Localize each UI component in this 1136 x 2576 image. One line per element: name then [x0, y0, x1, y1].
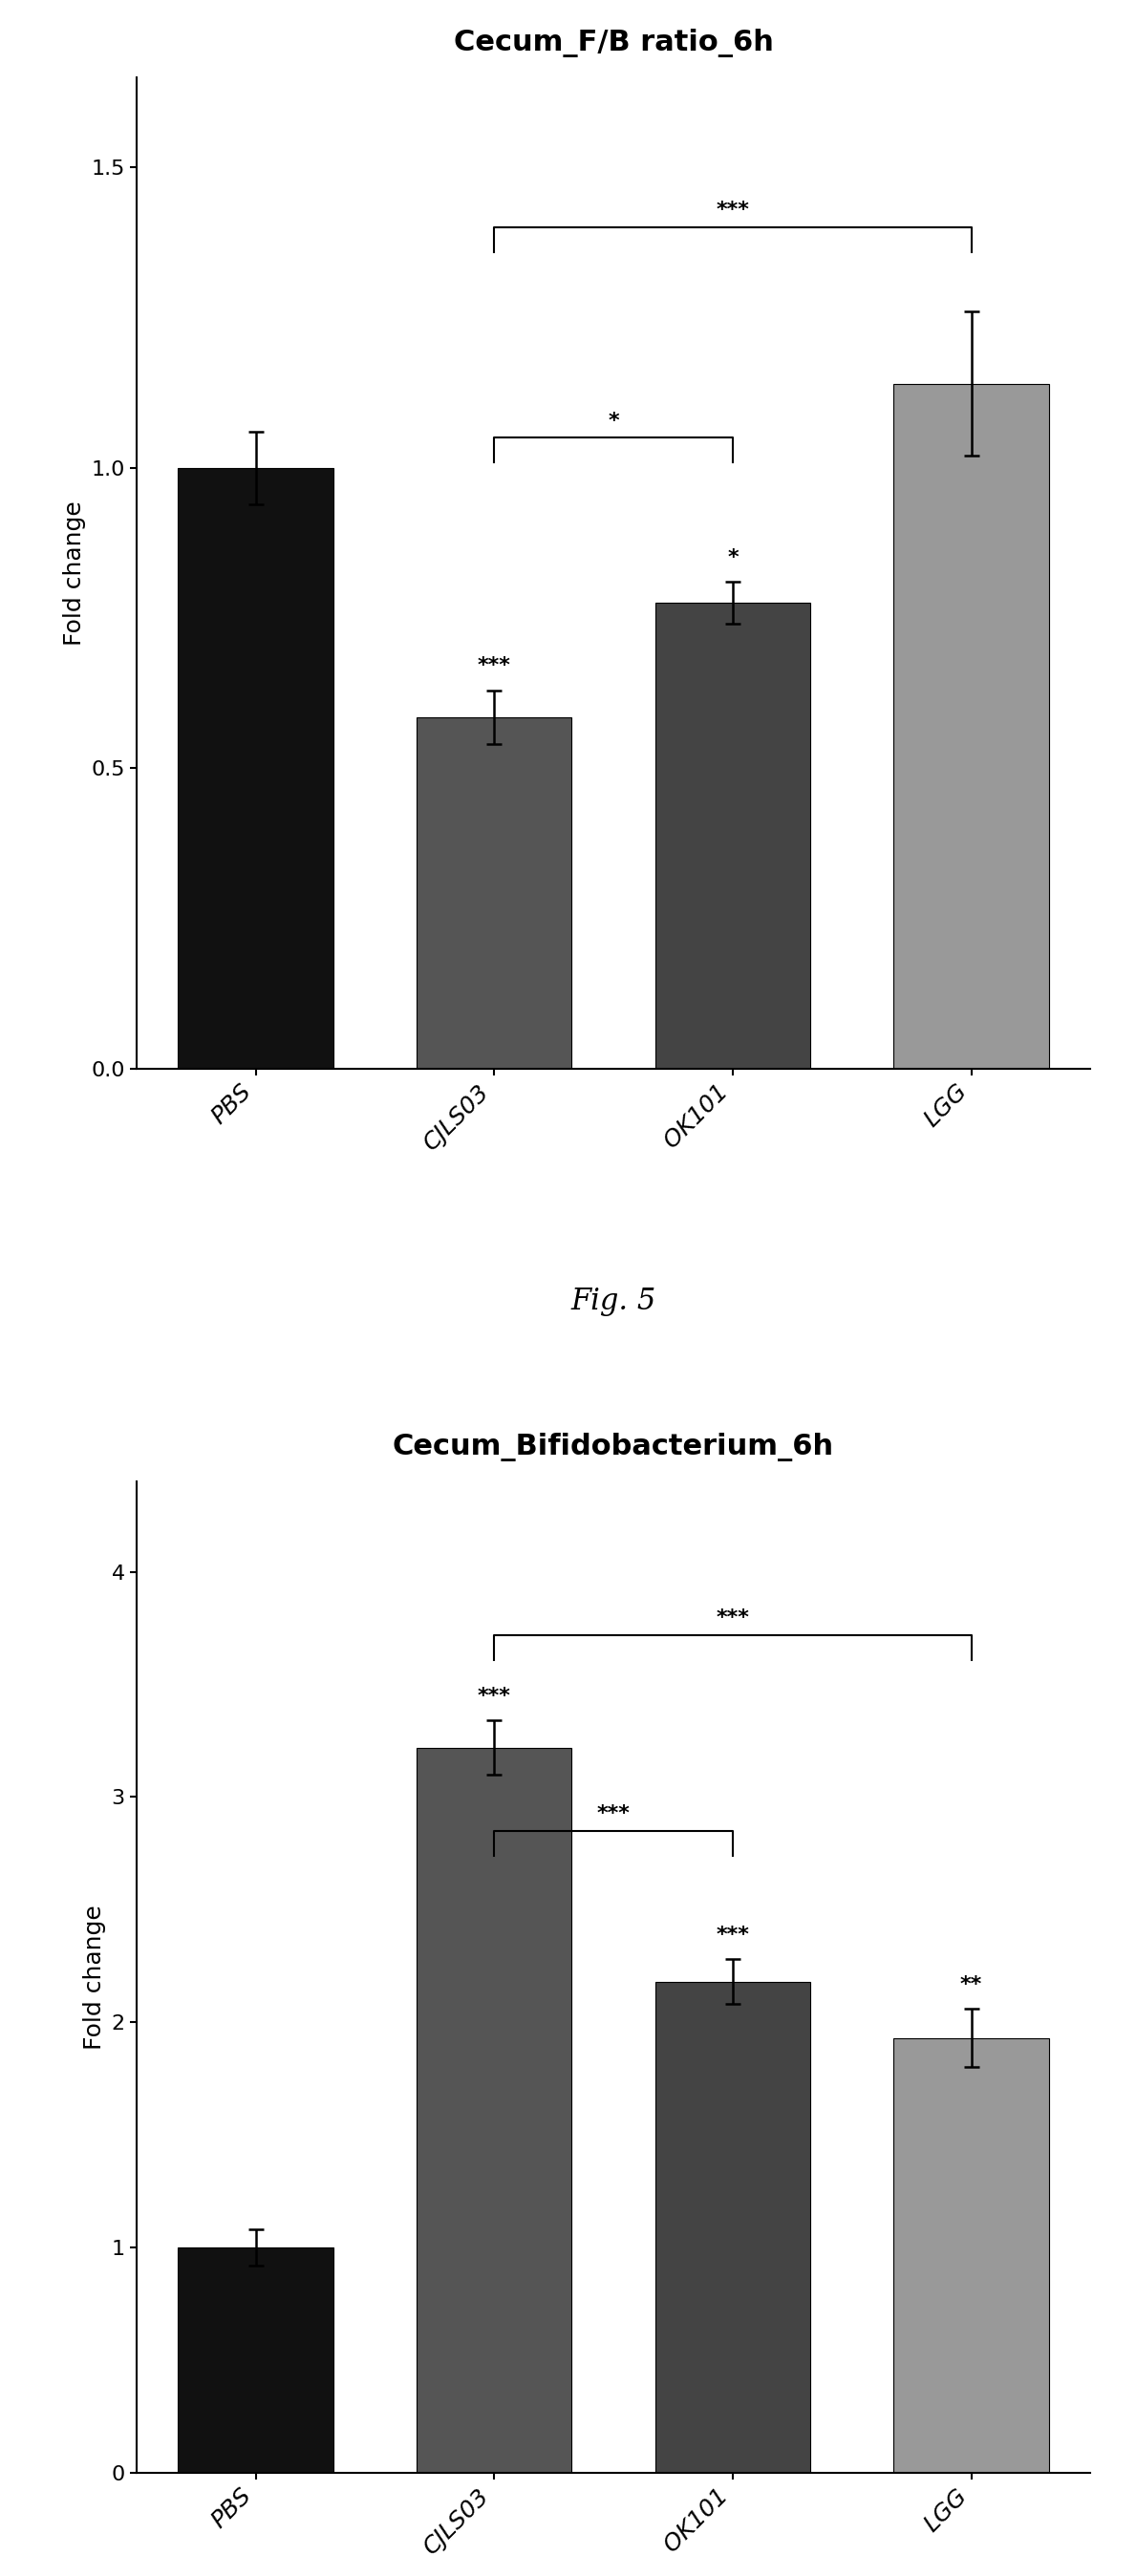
Text: *: * — [727, 549, 738, 567]
Text: ***: *** — [716, 1924, 750, 1945]
Text: ***: *** — [716, 201, 750, 219]
Bar — [655, 1981, 810, 2473]
Text: ***: *** — [596, 1803, 630, 1824]
Bar — [417, 716, 571, 1069]
Text: Fig. 5: Fig. 5 — [570, 1288, 657, 1316]
Bar — [894, 384, 1049, 1069]
Bar — [178, 2249, 333, 2473]
Title: Cecum_Bifidobacterium_6h: Cecum_Bifidobacterium_6h — [393, 1432, 834, 1461]
Text: ***: *** — [477, 1687, 511, 1705]
Y-axis label: Fold change: Fold change — [62, 500, 86, 647]
Bar — [417, 1747, 571, 2473]
Title: Cecum_F/B ratio_6h: Cecum_F/B ratio_6h — [453, 28, 774, 57]
Bar — [178, 469, 333, 1069]
Bar — [894, 2038, 1049, 2473]
Text: ***: *** — [716, 1607, 750, 1628]
Text: **: ** — [960, 1976, 983, 1994]
Bar — [655, 603, 810, 1069]
Text: ***: *** — [477, 657, 511, 675]
Text: *: * — [608, 412, 619, 430]
Y-axis label: Fold change: Fold change — [83, 1904, 106, 2050]
